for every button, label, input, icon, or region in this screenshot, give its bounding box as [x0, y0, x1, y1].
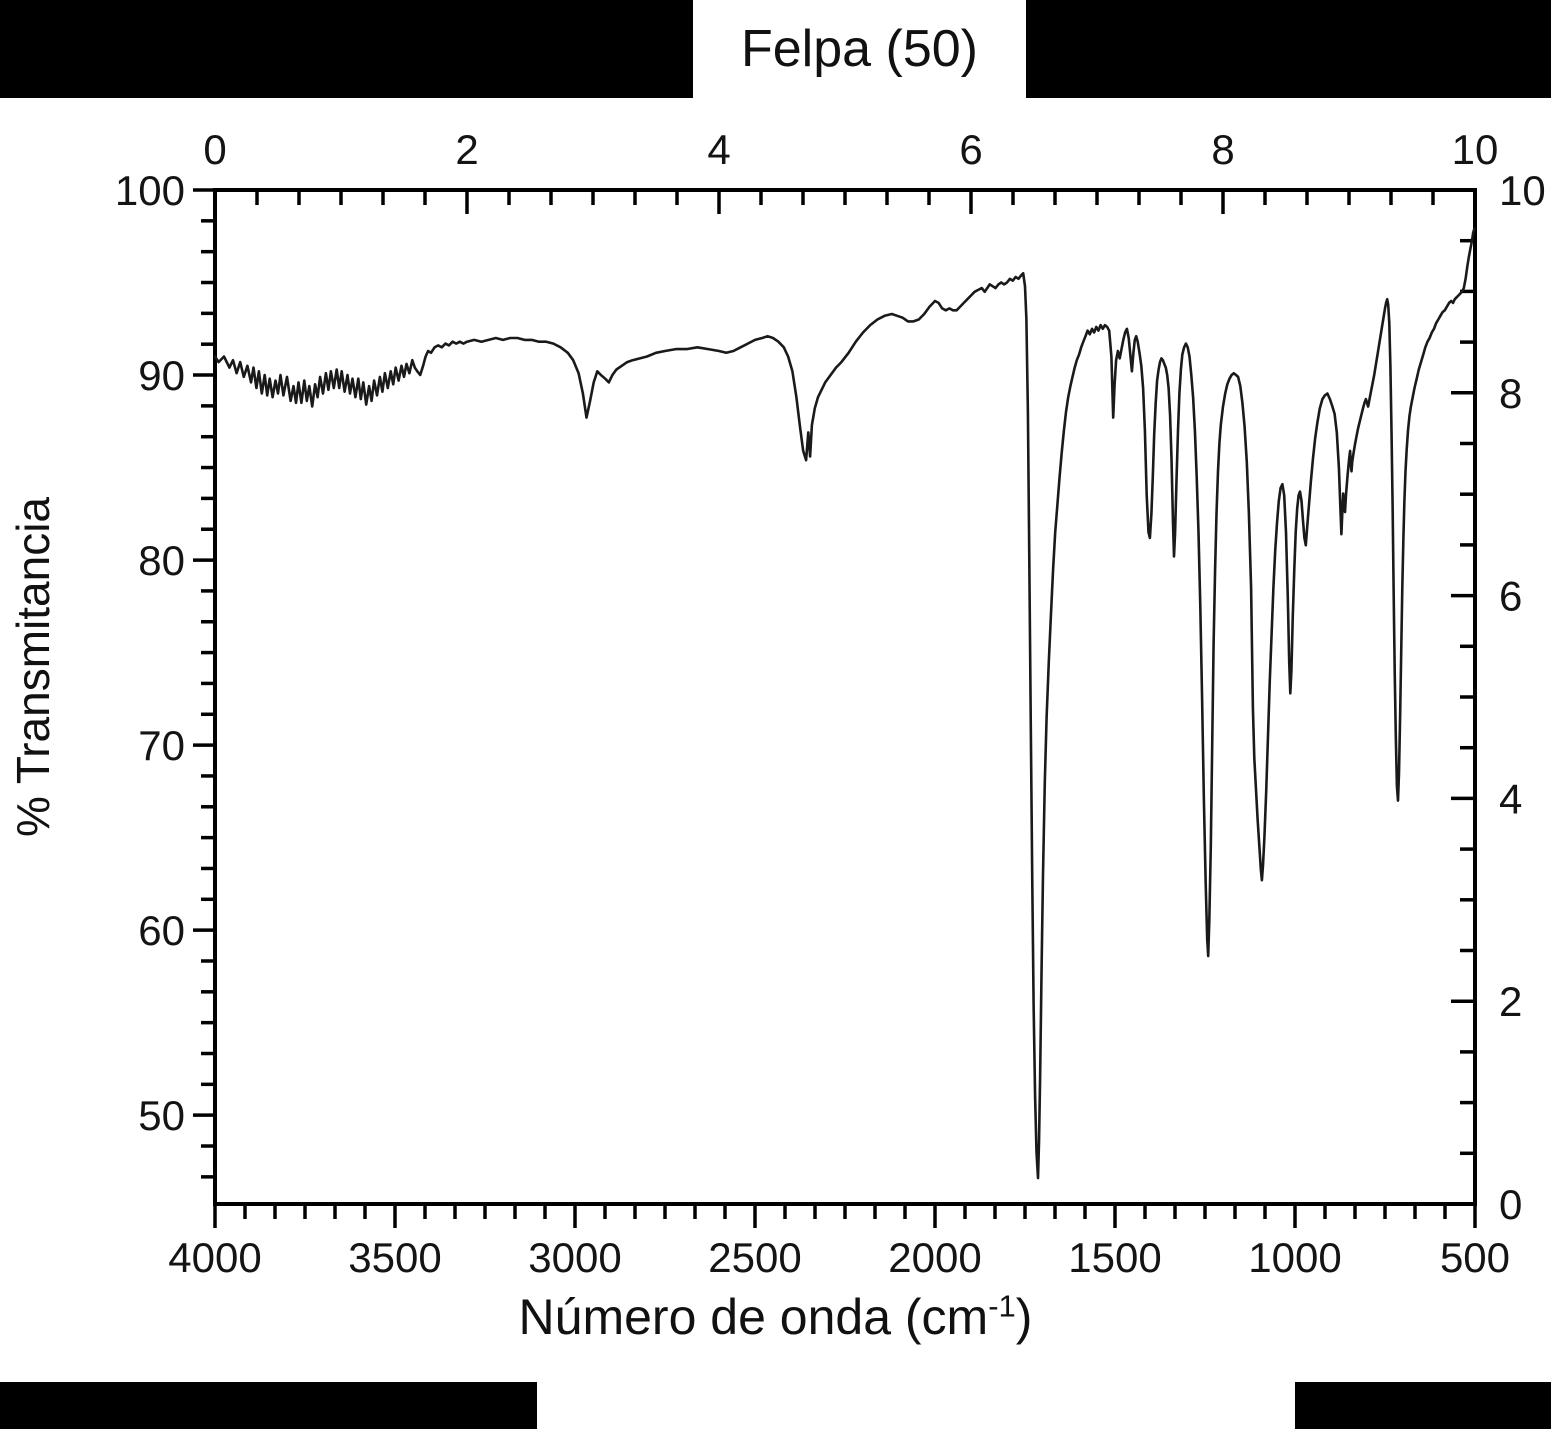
spectrum-path [213, 227, 1476, 1180]
right-tick-label: 0 [1499, 1181, 1522, 1228]
x-tick-label: 1500 [1068, 1234, 1161, 1281]
y-axis-title: % Transmitancia [7, 496, 59, 838]
top-tick-label: 10 [1452, 126, 1499, 173]
top-tick-label: 2 [455, 126, 478, 173]
right-tick-label: 6 [1499, 573, 1522, 620]
x-tick-label: 4000 [168, 1234, 261, 1281]
top-left-black-bar [0, 0, 693, 98]
chart-title: Felpa (50) [741, 20, 978, 78]
y-tick-label: 50 [138, 1092, 185, 1139]
right-tick-label: 4 [1499, 775, 1522, 822]
x-tick-label: 2000 [888, 1234, 981, 1281]
bottom-left-black-bar [0, 1382, 537, 1429]
x-tick-label: 3000 [528, 1234, 621, 1281]
x-tick-label: 500 [1440, 1234, 1510, 1281]
y-tick-label: 70 [138, 722, 185, 769]
right-tick-label: 8 [1499, 370, 1522, 417]
y-tick-label: 80 [138, 537, 185, 584]
bottom-right-black-bar [1295, 1382, 1551, 1429]
y-tick-label: 90 [138, 352, 185, 399]
right-tick-label: 10 [1499, 167, 1546, 214]
x-axis-title-close: ) [1015, 1289, 1033, 1345]
top-tick-label: 0 [203, 126, 226, 173]
right-tick-label: 2 [1499, 978, 1522, 1025]
y-tick-label: 60 [138, 907, 185, 954]
x-axis-title-base: Número de onda (cm [518, 1289, 989, 1345]
x-axis-title-exponent: -1 [988, 1288, 1016, 1324]
y-tick-label: 100 [115, 167, 185, 214]
x-tick-label: 2500 [708, 1234, 801, 1281]
x-tick-label: 1000 [1248, 1234, 1341, 1281]
x-tick-label: 3500 [348, 1234, 441, 1281]
top-tick-label: 6 [959, 126, 982, 173]
top-tick-label: 4 [707, 126, 730, 173]
top-tick-label: 8 [1211, 126, 1234, 173]
top-right-black-bar [1026, 0, 1551, 98]
plot-frame [213, 188, 1477, 1206]
x-axis-title: Número de onda (cm-1) [0, 1288, 1551, 1346]
